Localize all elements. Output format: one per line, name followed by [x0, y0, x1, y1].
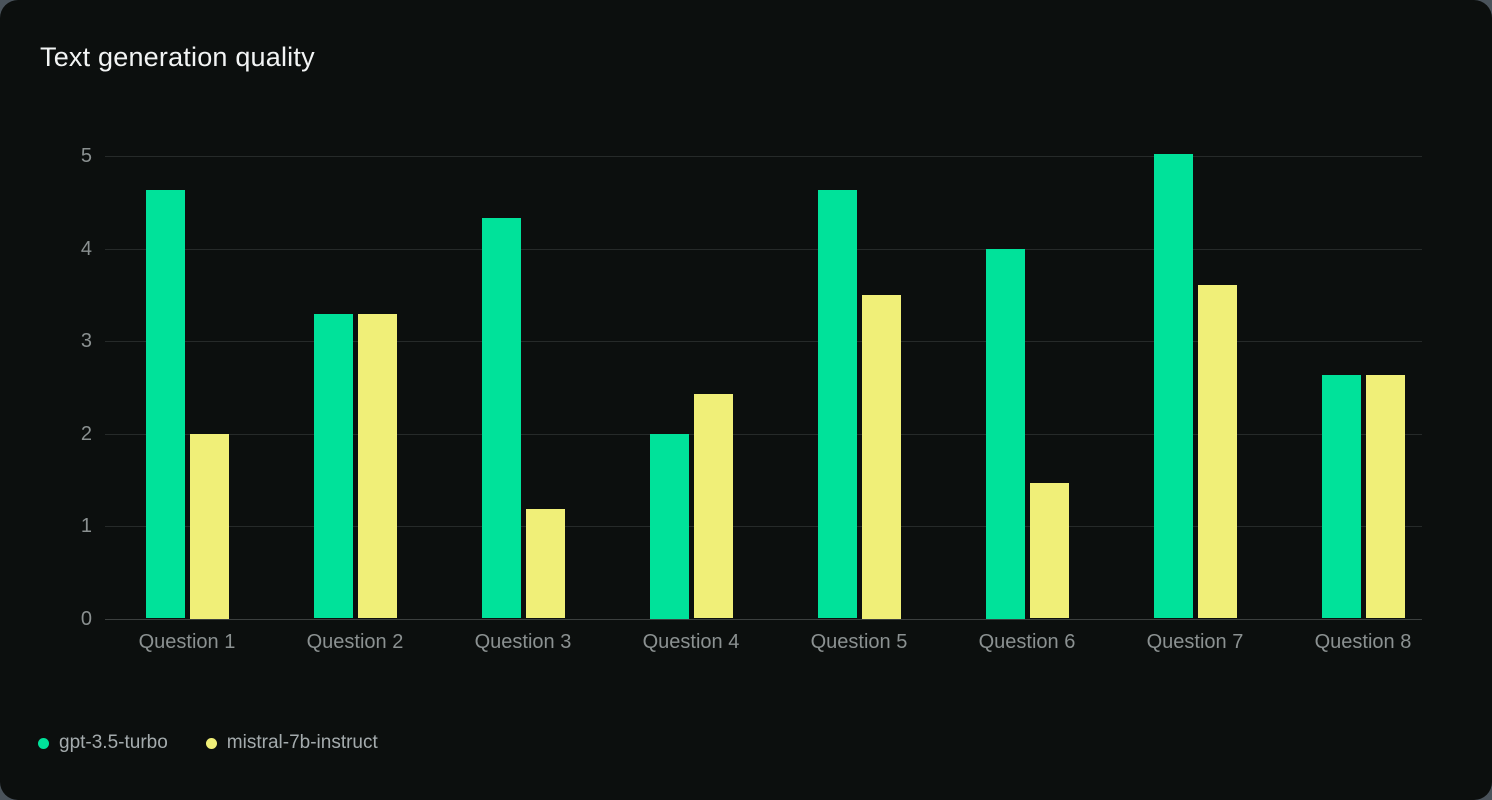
y-axis-tick-label-2: 2: [80, 422, 92, 445]
gridline-y0: [105, 618, 1422, 620]
bar-mistral-7b-instruct-q7[interactable]: [1197, 284, 1237, 619]
legend-dot-icon: [38, 737, 49, 749]
legend-dot-icon: [205, 737, 217, 749]
x-axis-tick-label-6: Question 6: [978, 631, 1076, 653]
bar-mistral-7b-instruct-q8[interactable]: [1365, 375, 1405, 619]
x-axis-tick-label-1: Question 1: [138, 631, 236, 653]
x-axis-tick-label-3: Question 3: [474, 631, 572, 653]
legend: gpt-3.5-turbo mistral-7b-instruct: [38, 732, 378, 754]
legend-item-mistral-7b-instruct[interactable]: mistral-7b-instruct: [205, 732, 378, 754]
bar-gpt-3.5-turbo-q7[interactable]: [1153, 154, 1193, 619]
legend-item-gpt-3.5-turbo[interactable]: gpt-3.5-turbo: [38, 732, 168, 754]
bar-gpt-3.5-turbo-q8[interactable]: [1321, 375, 1361, 619]
chart-title: Text generation quality: [40, 42, 315, 72]
x-axis-tick-label-8: Question 8: [1314, 631, 1412, 653]
x-axis-tick-label-2: Question 2: [306, 631, 404, 653]
x-axis-tick-label-4: Question 4: [642, 631, 740, 653]
bar-mistral-7b-instruct-q6[interactable]: [1029, 482, 1069, 619]
y-axis-tick-label-1: 1: [80, 515, 92, 537]
gridline-y1: [105, 526, 1422, 527]
bar-mistral-7b-instruct-q1[interactable]: [189, 433, 229, 619]
legend-label: gpt-3.5-turbo: [59, 732, 168, 753]
bar-mistral-7b-instruct-q5[interactable]: [861, 294, 901, 619]
bar-gpt-3.5-turbo-q6[interactable]: [985, 248, 1025, 619]
y-axis-tick-label-4: 4: [80, 237, 92, 260]
x-axis-tick-label-7: Question 7: [1146, 631, 1244, 653]
bar-gpt-3.5-turbo-q4[interactable]: [649, 433, 689, 619]
gridline-y3: [105, 341, 1422, 342]
gridline-y5: [105, 156, 1422, 157]
legend-label: mistral-7b-instruct: [226, 732, 378, 753]
bar-mistral-7b-instruct-q2[interactable]: [357, 314, 397, 619]
bar-mistral-7b-instruct-q3[interactable]: [525, 509, 565, 619]
bar-gpt-3.5-turbo-q1[interactable]: [145, 190, 185, 619]
gridline-y4: [105, 248, 1422, 250]
bar-gpt-3.5-turbo-q5[interactable]: [817, 190, 857, 619]
y-axis-tick-label-0: 0: [80, 607, 92, 630]
y-axis-tick-label-5: 5: [80, 145, 92, 167]
x-axis-tick-label-5: Question 5: [810, 631, 908, 653]
y-axis-tick-label-3: 3: [80, 330, 92, 352]
bar-gpt-3.5-turbo-q3[interactable]: [481, 217, 521, 619]
gridline-y2: [105, 433, 1422, 435]
bar-gpt-3.5-turbo-q2[interactable]: [313, 314, 353, 619]
bar-mistral-7b-instruct-q4[interactable]: [693, 393, 733, 619]
